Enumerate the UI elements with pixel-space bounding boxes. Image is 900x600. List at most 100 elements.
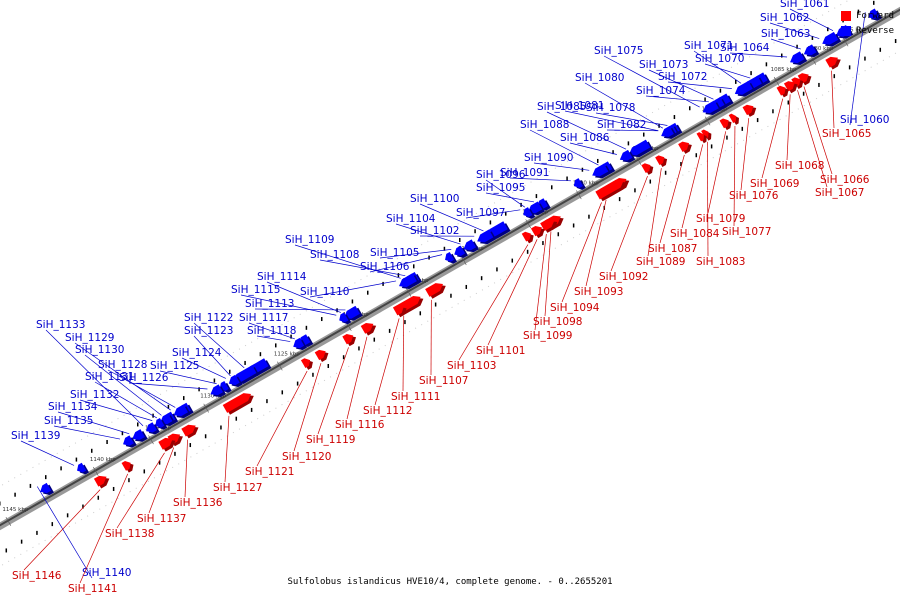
tick-mark: [704, 116, 711, 126]
tick-mark: [635, 155, 642, 165]
gene-SiH_1092-body: [641, 163, 651, 174]
leader-SiH_1130: [84, 354, 162, 416]
gene-SiH_1077-arrow: [728, 113, 739, 125]
gene-SiH_1076-body: [742, 104, 754, 116]
gene-SiH_1064-body: [790, 51, 805, 64]
leader-SiH_1119: [317, 347, 349, 435]
spacer-mark: [857, 9, 860, 14]
gene-SiH_1082-arrow: [661, 126, 677, 139]
gene-SiH_1129-arrow: [173, 404, 191, 419]
spacer-mark: [634, 188, 636, 193]
gene-SiH_1115-body: [339, 312, 349, 323]
gene-SiH_1085-body: [629, 139, 651, 156]
gene-SiH_1094-arrow: [595, 179, 627, 202]
leader-SiH_1109: [294, 244, 401, 279]
gene-SiH_1075-arrow: [702, 100, 722, 116]
spacer-mark: [765, 62, 768, 67]
gene-SiH_1099-arrow: [540, 219, 558, 233]
spacer-mark: [128, 478, 130, 483]
gene-SiH_1141-body: [121, 461, 131, 471]
gene-SiH_1132-arrow: [155, 417, 168, 430]
spacer-mark: [864, 56, 866, 61]
spacer-mark: [465, 284, 468, 289]
leader-SiH_1116: [346, 336, 368, 420]
gene-SiH_1087-body: [678, 141, 690, 152]
label-SiH_1127: SiH_1127: [213, 482, 262, 494]
spacer-mark: [29, 483, 32, 488]
leader-SiH_1070: [704, 63, 751, 79]
gene-SiH_1067-arrow: [791, 77, 804, 90]
spacer-mark: [412, 264, 415, 269]
tick-label: 1140 kbp: [90, 457, 116, 463]
gene-SiH_1069-arrow: [776, 85, 789, 98]
leader-SiH_1087: [659, 154, 685, 244]
gene-SiH_1119-body: [342, 334, 354, 345]
tick-label: 1100 kbp: [573, 180, 599, 186]
label-SiH_1138: SiH_1138: [105, 528, 154, 540]
tick-mark: [810, 55, 817, 65]
leader-SiH_1120: [293, 363, 322, 452]
leader-SiH_1111: [402, 315, 405, 392]
gene-SiH_1110-arrow: [399, 273, 420, 289]
gene-SiH_1090-body: [592, 163, 609, 177]
label-SiH_1139: SiH_1139: [11, 430, 60, 442]
leader-SiH_1071: [693, 50, 742, 84]
spacer-mark: [542, 241, 544, 246]
gene-SiH_1126-body: [210, 384, 224, 396]
label-SiH_1118: SiH_1118: [247, 325, 296, 337]
label-SiH_1098: SiH_1098: [533, 316, 582, 328]
spacer-mark: [872, 0, 875, 5]
leader-SiH_1146: [23, 489, 101, 571]
leader-SiH_1123: [193, 335, 231, 377]
gene-SiH_1063-arrow: [803, 44, 820, 58]
leader-SiH_1124: [181, 357, 226, 379]
gene-SiH_1133-arrow: [146, 422, 160, 435]
spacer-mark: [136, 422, 139, 427]
leader-SiH_1135: [53, 425, 121, 440]
leader-SiH_1105: [379, 248, 452, 259]
leader-SiH_1065: [831, 70, 835, 129]
leader-SiH_1136: [184, 439, 188, 498]
spacer-mark: [97, 495, 100, 500]
leader-SiH_1081: [564, 110, 659, 132]
spacer-mark: [450, 293, 452, 298]
leader-SiH_1114: [266, 281, 341, 313]
spacer-mark: [51, 522, 54, 527]
label-SiH_1110: SiH_1110: [300, 286, 349, 298]
gene-SiH_1079-body: [719, 118, 729, 129]
spacer-mark: [802, 91, 805, 96]
spacer-mark: [382, 281, 384, 286]
gene-SiH_1097-arrow: [523, 207, 536, 219]
tick-mark: [148, 435, 154, 445]
leader-SiH_1069: [761, 98, 784, 179]
leader-SiH_1118: [256, 335, 291, 342]
leader-SiH_1100: [419, 203, 484, 232]
label-SiH_1106: SiH_1106: [360, 261, 410, 273]
label-SiH_1071: SiH_1071: [684, 40, 733, 52]
spacer-mark: [20, 539, 23, 544]
spacer-mark: [489, 220, 492, 225]
spacer-mark: [305, 325, 308, 330]
spacer-mark: [787, 100, 790, 105]
leader-SiH_1128: [107, 369, 176, 408]
spacer-mark: [818, 82, 820, 87]
label-SiH_1092: SiH_1092: [599, 271, 648, 283]
spacer-mark: [266, 399, 268, 404]
spacer-mark: [673, 115, 676, 120]
leader-SiH_1099: [534, 234, 547, 331]
spacer-mark: [244, 360, 246, 365]
label-SiH_1103: SiH_1103: [447, 360, 496, 372]
legend-reverse: Reverse: [841, 23, 894, 38]
spacer-mark: [213, 378, 216, 383]
spacer-mark: [358, 346, 360, 351]
label-SiH_1105: SiH_1105: [370, 247, 419, 259]
label-SiH_1083: SiH_1083: [696, 256, 745, 268]
leader-SiH_1127: [224, 415, 230, 483]
label-SiH_1114: SiH_1114: [257, 271, 307, 283]
gene-SiH_1105-arrow: [454, 245, 468, 258]
spacer-mark: [44, 475, 47, 480]
legend-forward: Forward: [841, 8, 894, 23]
spacer-mark: [504, 211, 507, 216]
spacer-mark: [496, 267, 498, 272]
spacer-mark: [419, 311, 422, 316]
